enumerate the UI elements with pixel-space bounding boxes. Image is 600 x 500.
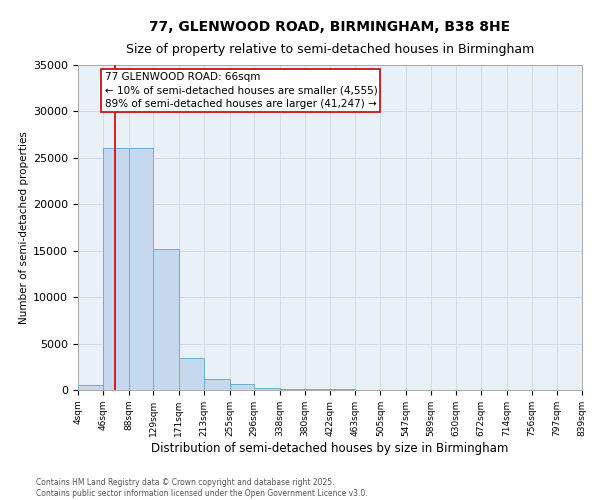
Bar	[230, 384, 254, 390]
Text: 77, GLENWOOD ROAD, BIRMINGHAM, B38 8HE: 77, GLENWOOD ROAD, BIRMINGHAM, B38 8HE	[149, 20, 511, 34]
Text: Size of property relative to semi-detached houses in Birmingham: Size of property relative to semi-detach…	[126, 42, 534, 56]
Bar	[280, 389, 305, 390]
Bar	[254, 388, 280, 390]
X-axis label: Distribution of semi-detached houses by size in Birmingham: Distribution of semi-detached houses by …	[151, 442, 509, 454]
Bar	[179, 358, 204, 390]
Bar	[204, 379, 230, 390]
Bar	[103, 148, 129, 390]
Text: 77 GLENWOOD ROAD: 66sqm
← 10% of semi-detached houses are smaller (4,555)
89% of: 77 GLENWOOD ROAD: 66sqm ← 10% of semi-de…	[104, 72, 377, 109]
Text: Contains HM Land Registry data © Crown copyright and database right 2025.
Contai: Contains HM Land Registry data © Crown c…	[36, 478, 368, 498]
Bar	[154, 249, 179, 390]
Bar	[129, 148, 154, 390]
Y-axis label: Number of semi-detached properties: Number of semi-detached properties	[19, 131, 29, 324]
Bar	[78, 386, 103, 390]
